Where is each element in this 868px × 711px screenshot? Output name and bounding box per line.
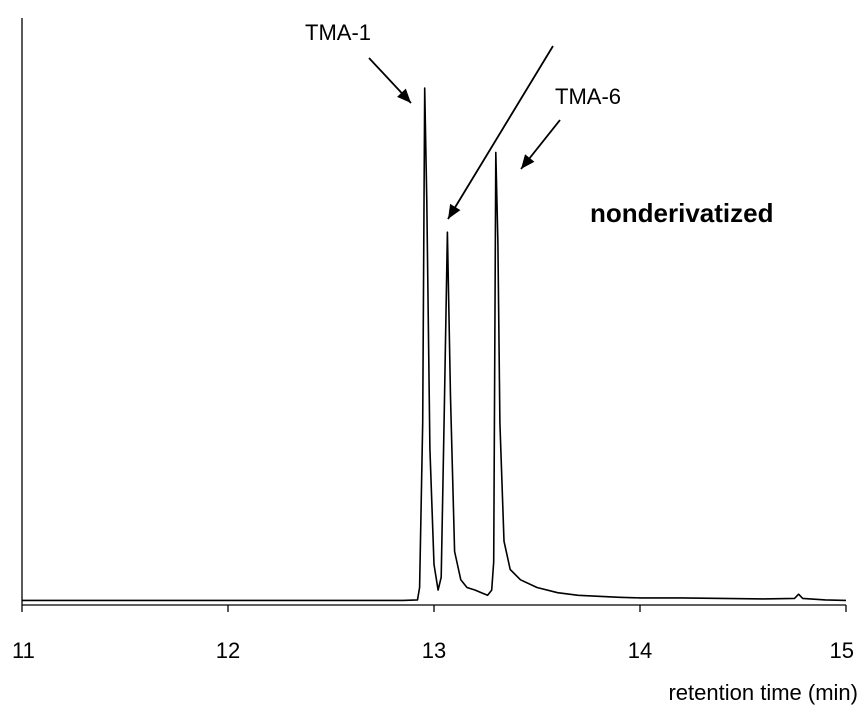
x-tick-label: 12 <box>216 638 240 663</box>
arrow-tma-6 <box>520 119 561 170</box>
peak-label-tma-6: TMA-6 <box>555 84 621 109</box>
annotation-arrows <box>368 45 561 220</box>
chromatogram-trace <box>22 87 847 602</box>
arrow-tma-1 <box>368 57 412 104</box>
x-ticks <box>21 605 847 612</box>
x-tick-labels: 11 12 13 14 15 <box>12 638 854 663</box>
x-tick-label: 14 <box>628 638 652 663</box>
x-tick-label: 11 <box>12 638 35 663</box>
annotation-nonderivatized: nonderivatized <box>590 198 773 228</box>
arrow-unlabeled <box>447 45 554 220</box>
x-tick-label: 15 <box>830 638 854 663</box>
x-tick-label: 13 <box>422 638 446 663</box>
peak-label-tma-1: TMA-1 <box>305 20 371 45</box>
x-axis-label: retention time (min) <box>668 680 858 705</box>
